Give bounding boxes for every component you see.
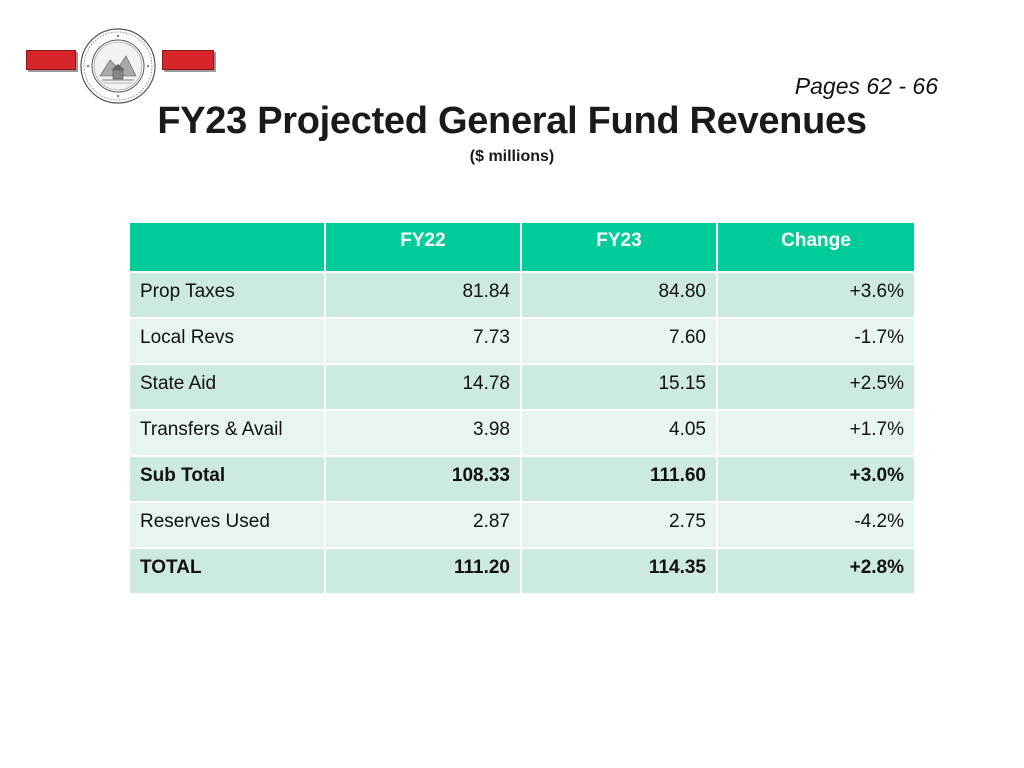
- fy23-value-cell: 114.35: [520, 547, 718, 595]
- slide-title: FY23 Projected General Fund Revenues: [157, 100, 867, 142]
- slide-subtitle: ($ millions): [469, 148, 555, 165]
- table-row: Sub Total 108.33 111.60 +3.0%: [128, 455, 916, 503]
- row-label-cell: Local Revs: [128, 317, 326, 365]
- table-body: Prop Taxes 81.84 84.80 +3.6% Local Revs 7.73 7…: [128, 271, 916, 595]
- fy22-value-cell: 14.78: [324, 363, 522, 411]
- table-row: Prop Taxes 81.84 84.80 +3.6%: [128, 271, 916, 319]
- change-value-cell: +2.8%: [716, 547, 916, 595]
- fy22-value-cell: 3.98: [324, 409, 522, 457]
- column-header-fy22: FY22: [324, 221, 522, 273]
- revenue-table: FY22 FY23 Change Prop Taxes 81.84 84.80 +3.…: [128, 221, 916, 595]
- page-reference: Pages 62 - 66: [794, 73, 938, 99]
- change-value-cell: +2.5%: [716, 363, 916, 411]
- fy23-value-cell: 111.60: [520, 455, 718, 503]
- change-value-cell: +3.6%: [716, 271, 916, 319]
- fy23-value-cell: 4.05: [520, 409, 718, 457]
- change-value-cell: +3.0%: [716, 455, 916, 503]
- header-bar-left: [26, 50, 76, 70]
- fy23-value-cell: 2.75: [520, 501, 718, 549]
- fy23-value-cell: 15.15: [520, 363, 718, 411]
- table-row: Transfers & Avail 3.98 4.05 +1.7%: [128, 409, 916, 457]
- change-value-cell: -4.2%: [716, 501, 916, 549]
- table-row: Reserves Used 2.87 2.75 -4.2%: [128, 501, 916, 549]
- fy22-value-cell: 2.87: [324, 501, 522, 549]
- town-seal-icon: [80, 28, 156, 104]
- table-header-row: FY22 FY23 Change: [128, 221, 916, 273]
- column-header-change: Change: [716, 221, 916, 273]
- column-header-label: [128, 221, 326, 273]
- table-row: State Aid 14.78 15.15 +2.5%: [128, 363, 916, 411]
- fy22-value-cell: 111.20: [324, 547, 522, 595]
- table-row: TOTAL 111.20 114.35 +2.8%: [128, 547, 916, 595]
- change-value-cell: -1.7%: [716, 317, 916, 365]
- row-label-cell: Sub Total: [128, 455, 326, 503]
- row-label-cell: Transfers & Avail: [128, 409, 326, 457]
- column-header-fy23: FY23: [520, 221, 718, 273]
- fy23-value-cell: 7.60: [520, 317, 718, 365]
- row-label-cell: State Aid: [128, 363, 326, 411]
- row-label-cell: TOTAL: [128, 547, 326, 595]
- fy23-value-cell: 84.80: [520, 271, 718, 319]
- fy22-value-cell: 7.73: [324, 317, 522, 365]
- change-value-cell: +1.7%: [716, 409, 916, 457]
- table-row: Local Revs 7.73 7.60 -1.7%: [128, 317, 916, 365]
- fy22-value-cell: 81.84: [324, 271, 522, 319]
- row-label-cell: Reserves Used: [128, 501, 326, 549]
- header-bar-right: [162, 50, 214, 70]
- fy22-value-cell: 108.33: [324, 455, 522, 503]
- row-label-cell: Prop Taxes: [128, 271, 326, 319]
